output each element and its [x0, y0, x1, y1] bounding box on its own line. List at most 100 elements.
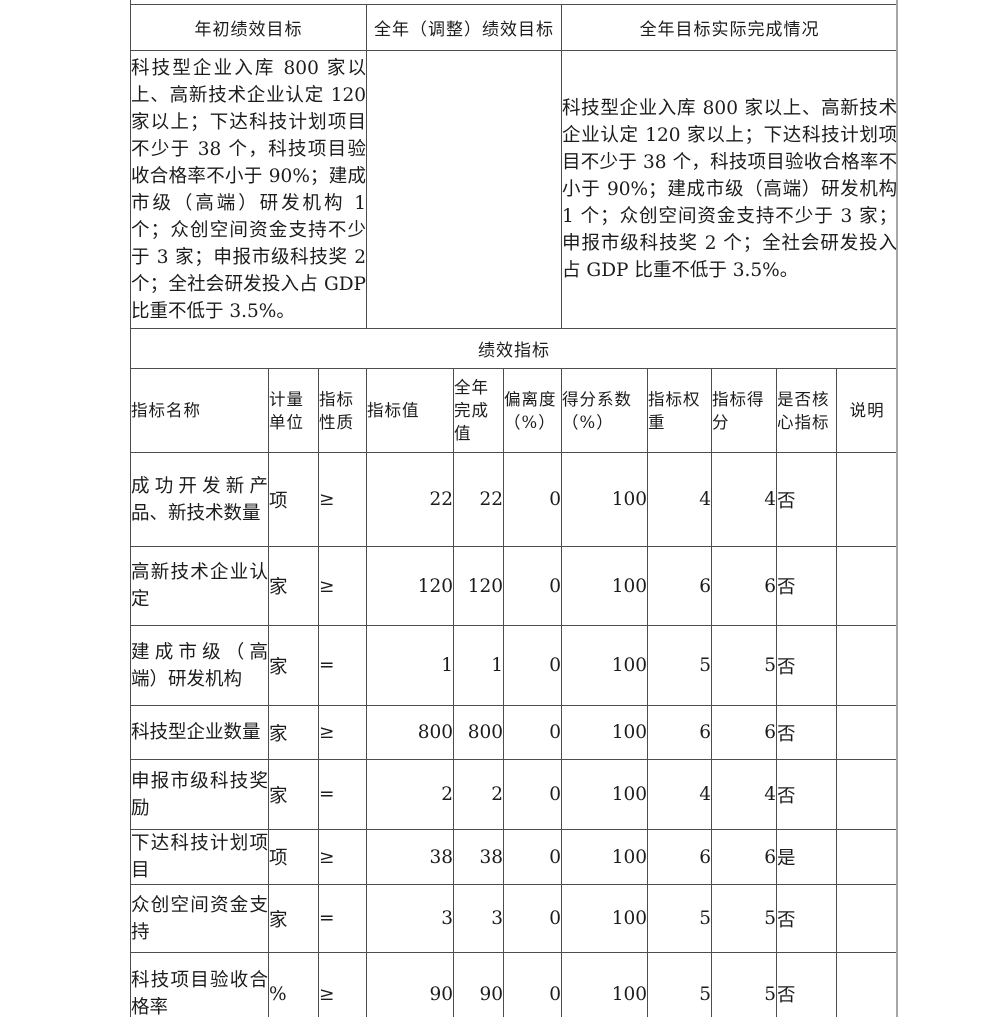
cell-indicator-name: 科技项目验收合格率	[130, 952, 269, 1017]
header-actual-completion: 全年目标实际完成情况	[561, 4, 899, 51]
cell-score: 4	[711, 452, 778, 547]
cell-score: 6	[711, 705, 778, 760]
cell-score: 5	[711, 884, 778, 953]
col-header-note: 说明	[836, 368, 899, 453]
cell-score-coefficient: 100	[561, 705, 649, 760]
performance-report-table: 年初绩效目标 全年（调整）绩效目标 全年目标实际完成情况 科技型企业入库 800…	[129, 4, 899, 1017]
indicator-table-row: 下达科技计划项目 项 ≥ 38 38 0 100 6 6 是	[130, 829, 899, 885]
table-right-edge-rule	[896, 0, 898, 1017]
cell-completed-value: 3	[453, 884, 505, 953]
col-header-unit: 计量单位	[268, 368, 319, 453]
indicator-table-row: 成功开发新产品、新技术数量 项 ≥ 22 22 0 100 4 4 否	[130, 452, 899, 547]
cell-score-coefficient: 100	[561, 625, 649, 706]
cell-is-core: 否	[776, 546, 838, 626]
cell-note	[836, 952, 899, 1017]
col-header-deviation: 偏离度（%）	[503, 368, 563, 453]
cell-deviation: 0	[503, 546, 563, 626]
cell-nature: =	[317, 884, 368, 953]
cell-score: 4	[711, 759, 778, 830]
cell-is-core: 否	[776, 705, 838, 760]
col-header-score-coefficient: 得分系数（%）	[561, 368, 649, 453]
indicator-header-row: 指标名称 计量单位 指标性质 指标值 全年完成值 偏离度（%） 得分系数（%） …	[130, 368, 899, 453]
cell-weight: 4	[647, 759, 713, 830]
indicator-table-row: 科技项目验收合格率 % ≥ 90 90 0 100 5 5 否	[130, 952, 899, 1017]
cell-completed-value: 90	[453, 952, 505, 1017]
cell-weight: 5	[647, 884, 713, 953]
cell-unit: 家	[268, 546, 319, 626]
cell-completed-value: 38	[453, 829, 505, 885]
cell-score-coefficient: 100	[561, 829, 649, 885]
adjusted-goal-text	[366, 50, 563, 329]
cell-is-core: 否	[776, 884, 838, 953]
cell-target-value: 22	[366, 452, 455, 547]
table-left-edge-rule	[130, 0, 131, 1017]
cell-weight: 6	[647, 546, 713, 626]
indicator-table-row: 科技型企业数量 家 ≥ 800 800 0 100 6 6 否	[130, 705, 899, 760]
goal-section: 年初绩效目标 全年（调整）绩效目标 全年目标实际完成情况 科技型企业入库 800…	[129, 4, 899, 453]
cell-weight: 5	[647, 625, 713, 706]
cell-deviation: 0	[503, 759, 563, 830]
cell-target-value: 120	[366, 546, 455, 626]
goal-text-row: 科技型企业入库 800 家以上、高新技术企业认定 120 家以上；下达科技计划项…	[129, 50, 899, 329]
indicator-table-row: 建成市级（高端）研发机构 家 = 1 1 0 100 5 5 否	[130, 625, 899, 706]
cell-score-coefficient: 100	[561, 546, 649, 626]
cell-deviation: 0	[503, 705, 563, 760]
cell-target-value: 2	[366, 759, 455, 830]
cell-score-coefficient: 100	[561, 884, 649, 953]
cell-note	[836, 452, 899, 547]
cell-is-core: 是	[776, 829, 838, 885]
cell-score: 6	[711, 546, 778, 626]
cell-nature: ≥	[317, 546, 368, 626]
cell-indicator-name: 科技型企业数量	[130, 705, 269, 760]
cell-is-core: 否	[776, 952, 838, 1017]
indicator-table-body: 成功开发新产品、新技术数量 项 ≥ 22 22 0 100 4 4 否 高新技术…	[130, 452, 899, 1017]
cell-deviation: 0	[503, 829, 563, 885]
cell-completed-value: 120	[453, 546, 505, 626]
cell-note	[836, 625, 899, 706]
col-header-indicator-name: 指标名称	[130, 368, 269, 453]
header-adjusted-goal: 全年（调整）绩效目标	[366, 4, 563, 51]
cell-indicator-name: 众创空间资金支持	[130, 884, 269, 953]
cell-is-core: 否	[776, 452, 838, 547]
cell-indicator-name: 建成市级（高端）研发机构	[130, 625, 269, 706]
cell-weight: 6	[647, 705, 713, 760]
col-header-nature: 指标性质	[317, 368, 368, 453]
cell-unit: 家	[268, 759, 319, 830]
cell-note	[836, 546, 899, 626]
cell-note	[836, 884, 899, 953]
cell-target-value: 3	[366, 884, 455, 953]
cell-completed-value: 22	[453, 452, 505, 547]
cell-completed-value: 1	[453, 625, 505, 706]
cell-nature: ≥	[317, 705, 368, 760]
cell-target-value: 800	[366, 705, 455, 760]
cell-target-value: 90	[366, 952, 455, 1017]
col-header-weight: 指标权重	[647, 368, 713, 453]
cell-note	[836, 705, 899, 760]
year-start-goal-text: 科技型企业入库 800 家以上、高新技术企业认定 120 家以上；下达科技计划项…	[129, 50, 368, 329]
cell-deviation: 0	[503, 625, 563, 706]
header-year-start-goal: 年初绩效目标	[129, 4, 368, 51]
cell-nature: ≥	[317, 452, 368, 547]
cell-indicator-name: 下达科技计划项目	[130, 829, 269, 885]
cell-unit: 家	[268, 705, 319, 760]
cell-is-core: 否	[776, 759, 838, 830]
goal-header-row: 年初绩效目标 全年（调整）绩效目标 全年目标实际完成情况	[129, 4, 899, 51]
cell-is-core: 否	[776, 625, 838, 706]
cell-unit: 家	[268, 625, 319, 706]
cell-nature: ≥	[317, 952, 368, 1017]
cell-unit: %	[268, 952, 319, 1017]
col-header-target-value: 指标值	[366, 368, 455, 453]
cell-completed-value: 800	[453, 705, 505, 760]
cell-unit: 项	[268, 452, 319, 547]
indicator-table-row: 众创空间资金支持 家 = 3 3 0 100 5 5 否	[130, 884, 899, 953]
cell-note	[836, 759, 899, 830]
cell-note	[836, 829, 899, 885]
cell-score: 5	[711, 625, 778, 706]
cell-nature: =	[317, 759, 368, 830]
section-title-row: 绩效指标	[129, 328, 899, 369]
indicator-section-title: 绩效指标	[129, 328, 899, 369]
cell-deviation: 0	[503, 452, 563, 547]
cell-score-coefficient: 100	[561, 952, 649, 1017]
cell-score-coefficient: 100	[561, 759, 649, 830]
